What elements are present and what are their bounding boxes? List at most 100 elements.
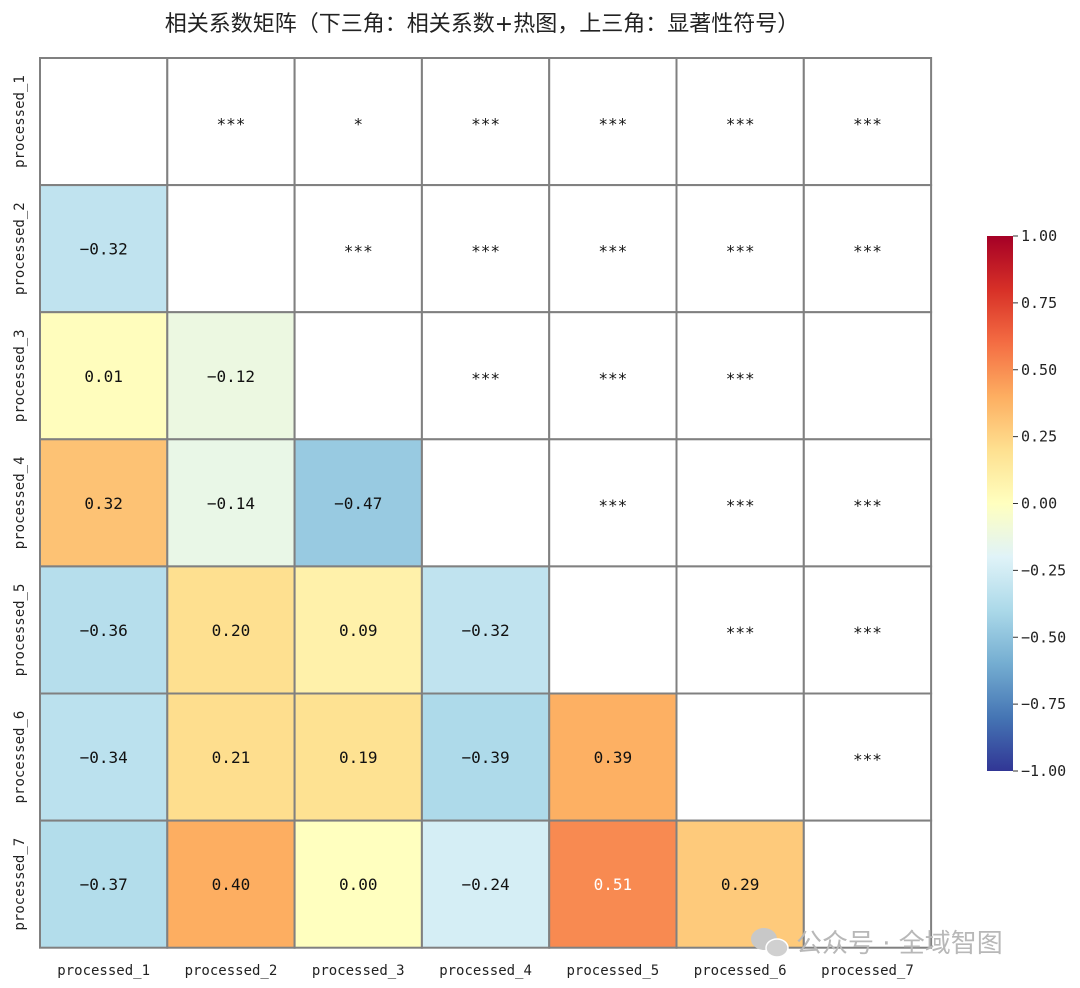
cell-value-label: −0.24	[461, 875, 509, 894]
y-tick-label: processed_1	[12, 75, 28, 168]
heatmap-cell	[39, 57, 169, 187]
heatmap-cell	[420, 819, 551, 949]
cell-value-label: 0.32	[84, 494, 123, 513]
cell-value-label: 0.29	[721, 875, 760, 894]
y-tick-label: processed_3	[12, 329, 28, 422]
colorbar-gradient	[987, 236, 1013, 771]
significance-symbol: ***	[471, 115, 500, 134]
heatmap-cell	[548, 184, 678, 314]
heatmap-cell	[166, 184, 296, 314]
cell-value-label: −0.34	[80, 748, 128, 767]
heatmap-cell	[293, 438, 423, 568]
colorbar-tick-label: 0.75	[1021, 294, 1057, 312]
x-tick-label: processed_2	[185, 963, 278, 979]
significance-symbol: *	[353, 115, 363, 134]
cell-value-label: 0.09	[339, 621, 378, 640]
heatmap-cell	[548, 565, 678, 695]
significance-symbol: ***	[726, 496, 755, 515]
y-tick-label: processed_2	[12, 202, 28, 295]
significance-symbol: ***	[598, 369, 627, 388]
heatmap-cell	[39, 438, 169, 568]
heatmap-cell	[675, 565, 805, 695]
cell-value-label: −0.37	[80, 875, 128, 894]
significance-symbol: ***	[853, 496, 882, 515]
colorbar-tick-label: −0.75	[1021, 695, 1066, 713]
heatmap-cell	[420, 57, 551, 187]
x-tick-label: processed_5	[566, 963, 659, 979]
cell-value-label: −0.47	[334, 494, 382, 513]
y-axis-tick-labels: processed_1 processed_2 processed_3process…	[12, 75, 28, 930]
cell-value-label: −0.39	[461, 748, 509, 767]
watermark-text: 公众号 · 全域智图	[796, 929, 1003, 959]
heatmap-cell	[802, 819, 933, 949]
heatmap-cell	[548, 819, 678, 949]
significance-symbol: ***	[853, 750, 882, 769]
cell-value-label: 0.00	[339, 875, 378, 894]
heatmap-cell	[802, 184, 933, 314]
x-tick-label: processed_7	[821, 963, 914, 979]
significance-symbol: ***	[853, 623, 882, 642]
colorbar-tick-label: −0.25	[1021, 561, 1066, 579]
heatmap-cell	[420, 438, 551, 568]
cell-value-label: 0.40	[212, 875, 251, 894]
heatmap-cell	[293, 184, 423, 314]
heatmap-cell	[166, 311, 296, 441]
significance-symbol: ***	[598, 496, 627, 515]
heatmap-cell	[802, 311, 933, 441]
x-axis-tick-labels: processed_1 processed_2 processed_3 process…	[57, 963, 914, 979]
heatmap-cell	[166, 57, 296, 187]
wechat-icon	[751, 928, 789, 958]
significance-symbol: ***	[471, 369, 500, 388]
significance-symbol: ***	[471, 242, 500, 261]
colorbar-tick-label: 0.25	[1021, 428, 1057, 446]
heatmap-cell	[293, 819, 423, 949]
heatmap-cells: *** * *** *** *** ***−0.32 *** *** *** *** ***0.01…	[39, 57, 933, 949]
x-tick-label: processed_6	[694, 963, 787, 979]
colorbar-tick-label: 1.00	[1021, 227, 1057, 245]
cell-value-label: −0.32	[80, 240, 128, 259]
cell-value-label: −0.36	[80, 621, 128, 640]
heatmap-cell	[675, 438, 805, 568]
watermark: 公众号 · 全域智图	[751, 928, 1003, 959]
heatmap-cell	[802, 57, 933, 187]
heatmap-cell	[802, 565, 933, 695]
significance-symbol: ***	[726, 369, 755, 388]
heatmap-cell	[548, 438, 678, 568]
cell-value-label: 0.21	[212, 748, 251, 767]
significance-symbol: ***	[853, 242, 882, 261]
y-tick-label: processed_5	[12, 584, 28, 677]
heatmap-cell	[166, 438, 296, 568]
x-tick-label: processed_1	[57, 963, 150, 979]
heatmap-cell	[548, 311, 678, 441]
cell-value-label: 0.39	[594, 748, 633, 767]
colorbar-tick-label: 0.50	[1021, 361, 1057, 379]
significance-symbol: ***	[726, 242, 755, 261]
heatmap-cell	[166, 565, 296, 695]
colorbar: 1.00 0.75 0.50 0.25 0.00 −0.25 −0.50 −0.75 −1.00	[987, 227, 1066, 780]
significance-symbol: ***	[726, 623, 755, 642]
x-tick-label: processed_4	[439, 963, 532, 979]
cell-value-label: 0.01	[84, 367, 123, 386]
significance-symbol: ***	[726, 115, 755, 134]
chart-title: 相关系数矩阵（下三角：相关系数+热图，上三角：显著性符号）	[165, 12, 799, 37]
y-tick-label: processed_7	[12, 838, 28, 931]
significance-symbol: ***	[344, 242, 373, 261]
significance-symbol: ***	[216, 115, 245, 134]
significance-symbol: ***	[598, 242, 627, 261]
x-tick-label: processed_3	[312, 963, 405, 979]
cell-value-label: 0.20	[212, 621, 251, 640]
cell-value-label: 0.19	[339, 748, 378, 767]
significance-symbol: ***	[853, 115, 882, 134]
cell-value-label: −0.32	[461, 621, 509, 640]
heatmap-cell	[420, 565, 551, 695]
colorbar-tick-label: 0.00	[1021, 495, 1057, 513]
y-tick-label: processed_4	[12, 456, 28, 549]
heatmap-cell	[675, 311, 805, 441]
significance-symbol: ***	[598, 115, 627, 134]
heatmap-cell	[548, 57, 678, 187]
heatmap-cell	[802, 438, 933, 568]
y-tick-label: processed_6	[12, 711, 28, 804]
heatmap-cell	[166, 692, 296, 822]
heatmap-cell	[675, 819, 805, 949]
